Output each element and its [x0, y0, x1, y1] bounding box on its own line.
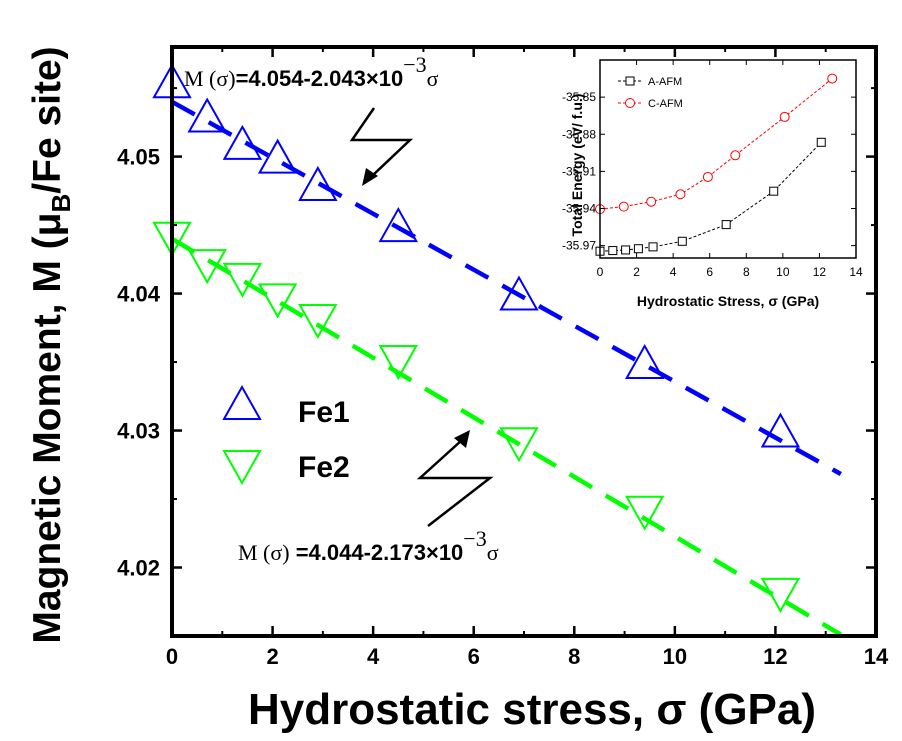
inset-x-tick-label: 8 [743, 265, 750, 279]
a-afm-data-point [677, 236, 687, 246]
fe1-data-point [760, 412, 801, 448]
legend-fe2-label: Fe2 [298, 451, 350, 484]
c-afm-data-point [618, 201, 629, 212]
fe2-data-point [187, 249, 227, 285]
y-tick-label: 4.05 [117, 145, 160, 170]
inset-legend: A-AFM C-AFM [618, 76, 683, 110]
legend-fe2-marker [222, 450, 262, 486]
a-afm-data-point [608, 246, 618, 256]
c-afm-data-point [730, 150, 741, 161]
inset-y-axis-title: Total Energy (eV/ f.u.) [569, 94, 585, 237]
inset-x-axis-title: Hydrostatic Stress, σ (GPa) [637, 293, 819, 309]
fe2-data-point [298, 303, 338, 339]
fe1-fit-line [170, 99, 842, 476]
fe1-data-point [222, 124, 263, 160]
legend-fe1-marker [222, 384, 262, 420]
x-tick-label: 4 [367, 644, 380, 669]
a-afm-data-point [769, 186, 779, 196]
x-tick-label: 6 [468, 644, 480, 669]
fe2-data-point [257, 283, 298, 319]
x-tick-label: 14 [864, 644, 889, 669]
inset-x-tick-label: 12 [813, 265, 827, 279]
legend-fe1-label: Fe1 [298, 396, 350, 429]
x-axis-title: Hydrostatic stress, σ (GPa) [248, 685, 816, 734]
inset-y-tick-label: -35.88 [562, 127, 596, 141]
fe1-lightning-arrow-icon [349, 107, 414, 186]
inset-y-tick-label: -35.97 [562, 239, 596, 253]
inset-y-tick-label: -35.94 [562, 202, 596, 216]
fe2-data-point [378, 345, 418, 381]
inset-y-tick-label: -35.85 [562, 90, 596, 104]
inset-x-tick-label: 10 [776, 265, 790, 279]
inset-x-tick-label: 0 [597, 265, 604, 279]
inset-plot: 0 2 4 6 8 10 12 14 -35.97 -35.94 -35.91 -35.88 -35.8… [562, 59, 863, 309]
fe1-data-point [298, 165, 338, 201]
c-afm-curve [599, 78, 833, 210]
inset-series-layer [595, 73, 838, 256]
x-tick-label: 10 [663, 644, 687, 669]
fe2-lightning-arrow-icon [416, 430, 494, 527]
main-plot: 0 2 4 6 8 10 12 14 4.02 4.03 4.04 4.05 Hydrostatic … [26, 45, 889, 734]
fe2-data-point [222, 262, 263, 298]
fe1-data-point [499, 275, 539, 311]
y-tick-label: 4.02 [117, 556, 160, 581]
a-afm-data-point [721, 220, 731, 230]
c-afm-data-point [779, 111, 790, 122]
inset-x-tick-label: 6 [706, 265, 713, 279]
inset-ticks-layer: 0 2 4 6 8 10 12 14 -35.97 -35.94 -35.91 -35.88 -35.8… [562, 60, 863, 279]
a-afm-data-point [633, 244, 643, 254]
fe1-data-point [187, 97, 227, 133]
c-afm-data-point [675, 189, 686, 200]
y-tick-label: 4.04 [117, 282, 161, 307]
fe1-data-point [257, 138, 298, 174]
legend-a-afm-marker [625, 76, 635, 86]
fe2-fit-equation: M (σ) =4.044-2.173×10−3σ [238, 526, 499, 565]
c-afm-data-point [827, 73, 838, 84]
inset-x-tick-label: 14 [849, 265, 863, 279]
fe2-data-point [624, 495, 665, 531]
legend-c-afm-label: C-AFM [648, 98, 683, 110]
x-tick-label: 12 [763, 644, 787, 669]
fe2-data-point [499, 427, 539, 463]
inset-x-tick-label: 2 [633, 265, 640, 279]
x-tick-label: 2 [266, 644, 278, 669]
fe1-fit-equation: M (σ)=4.054-2.043×10−3σ [184, 52, 439, 91]
c-afm-data-point [702, 171, 713, 182]
a-afm-data-point [816, 137, 826, 147]
fe1-data-point [624, 344, 665, 380]
legend-c-afm-marker [625, 98, 635, 108]
a-afm-data-point [621, 245, 631, 255]
legend-a-afm-label: A-AFM [648, 76, 682, 88]
x-tick-label: 0 [166, 644, 178, 669]
inset-plot-frame [599, 59, 857, 259]
a-afm-data-point [648, 242, 658, 252]
main-ticks-layer: 0 2 4 6 8 10 12 14 4.02 4.03 4.04 4.05 [117, 47, 889, 669]
c-afm-data-point [646, 196, 657, 207]
inset-x-tick-label: 4 [670, 265, 677, 279]
y-axis-title: Magnetic Moment, M (μB/Fe site) [26, 46, 76, 643]
y-tick-label: 4.03 [117, 419, 160, 444]
fe1-data-point [378, 207, 418, 243]
inset-y-tick-label: -35.91 [562, 164, 596, 178]
x-tick-label: 8 [568, 644, 580, 669]
main-legend: Fe1 Fe2 [222, 384, 350, 486]
fe2-data-point [760, 577, 801, 613]
